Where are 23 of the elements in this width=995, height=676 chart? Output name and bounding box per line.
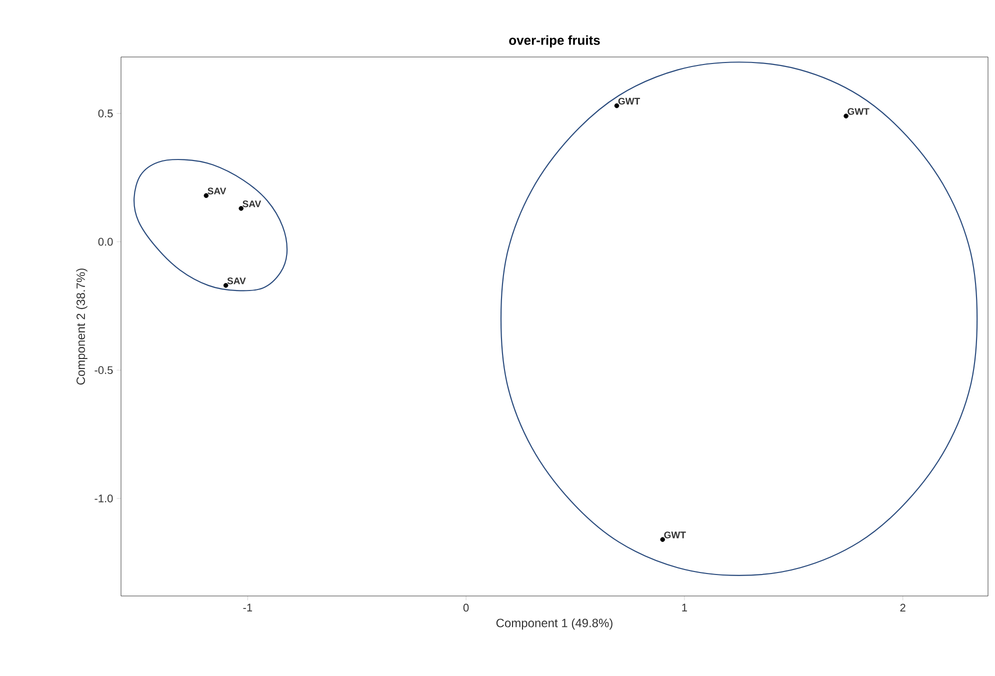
- y-axis-title: Component 2 (38.7%): [76, 268, 88, 385]
- y-tick-label: 0.0: [98, 238, 113, 246]
- point: [660, 537, 666, 542]
- x-tick-label: 2: [900, 604, 906, 612]
- point: [204, 193, 209, 198]
- y-tick-label: -1.0: [94, 494, 113, 502]
- data-label: SAV: [242, 200, 262, 208]
- y-tick-label: -0.5: [94, 366, 113, 374]
- data-label: SAV: [208, 188, 226, 194]
- data-label: GWT: [618, 98, 640, 105]
- x-tick-label: 1: [682, 604, 687, 612]
- point: [223, 283, 228, 288]
- data-label: GWT: [664, 532, 686, 538]
- data-label: SAV: [227, 277, 246, 284]
- point: [614, 103, 620, 108]
- x-tick-label: -1: [243, 604, 252, 612]
- point: [844, 114, 848, 118]
- x-tick-label: 0: [463, 604, 469, 612]
- chart-title: over-ripe fruits: [509, 35, 600, 48]
- point: [238, 206, 244, 211]
- y-tick-label: 0.5: [98, 110, 113, 118]
- x-axis-title: Component 1 (49.8%): [496, 618, 612, 630]
- data-label: GWT: [848, 108, 870, 115]
